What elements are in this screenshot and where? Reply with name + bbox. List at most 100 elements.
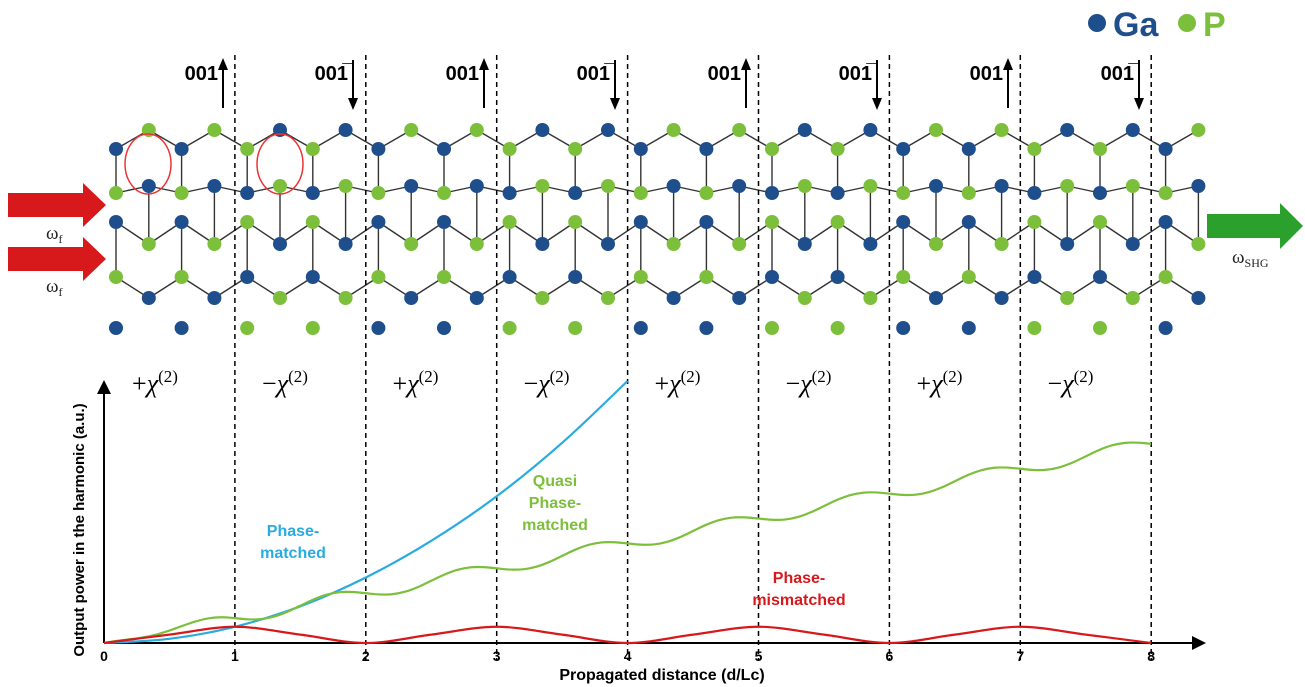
- p-atom: [338, 179, 353, 193]
- x-axis-title: Propagated distance (d/Lc): [559, 667, 764, 684]
- p-atom: [273, 291, 287, 305]
- p-atom: [568, 142, 583, 156]
- ga-atom: [338, 237, 353, 251]
- p-atom: [1060, 291, 1075, 305]
- input-beam-label-1: ωf: [46, 223, 63, 246]
- p-atom: [1060, 179, 1075, 193]
- series-lines: [103, 380, 1152, 645]
- ga-atom: [207, 179, 222, 193]
- p-atom: [929, 123, 943, 137]
- ga-atom: [273, 237, 287, 251]
- p-atom: [1027, 142, 1042, 156]
- p-atom: [863, 291, 878, 305]
- down-arrowhead: [872, 98, 882, 110]
- y-axis-title: Output power in the harmonic (a.u.): [71, 403, 88, 656]
- p-atom: [666, 237, 681, 251]
- input-beam-arrow-2: [8, 237, 106, 281]
- p-legend-dot: [1178, 14, 1196, 32]
- ga-atom: [305, 270, 320, 284]
- p-atom: [896, 270, 911, 284]
- chi-label: +χ(2): [655, 367, 701, 398]
- p-atom: [502, 321, 517, 335]
- p-atom: [765, 321, 779, 335]
- p-atom: [863, 179, 878, 193]
- up-arrowhead: [218, 58, 228, 70]
- p-atom: [830, 321, 845, 335]
- p-atom: [1027, 321, 1042, 335]
- ga-atom: [1027, 186, 1042, 200]
- ga-atom: [1191, 291, 1206, 305]
- output-power-chart: 0 1 2 3 4 5 6 7 8 Phase-matched Quasi Phase-matche…: [71, 380, 1206, 684]
- ga-atom: [338, 123, 353, 137]
- p-atom: [437, 270, 451, 284]
- x-tick-labels: 0 1 2 3 4 5 6 7 8: [100, 648, 1155, 664]
- x-tick-label: 3: [493, 648, 501, 664]
- ga-legend-dot: [1088, 14, 1106, 32]
- p-atom: [961, 186, 976, 200]
- domain-labels: 001 +χ(2) 001̅ −χ(2) 001 +χ(2) 001̅ −χ(2) 001 +χ(…: [132, 58, 1144, 398]
- output-beam-label: ωSHG: [1232, 247, 1269, 270]
- ga-atom: [371, 321, 386, 335]
- input-beam-arrow-1: [8, 183, 106, 227]
- atom-legend: Ga P: [1088, 6, 1226, 44]
- ga-atom: [141, 179, 156, 193]
- p-atom: [1093, 215, 1107, 229]
- p-atom: [535, 179, 550, 193]
- p-atom: [896, 186, 911, 200]
- lattice-atoms: [109, 123, 1206, 335]
- highlight-ellipse-2: [256, 133, 304, 195]
- chi-label: −χ(2): [262, 367, 308, 398]
- ga-atom: [469, 179, 484, 193]
- ga-atom: [863, 123, 878, 137]
- ga-atom: [535, 237, 550, 251]
- p-atom: [929, 237, 943, 251]
- x-tick-label: 6: [886, 648, 894, 664]
- phase-mismatched-line: [103, 625, 1152, 645]
- p-atom: [502, 142, 517, 156]
- ga-atom: [371, 142, 386, 156]
- input-beam-label-2: ωf: [46, 276, 63, 299]
- p-atom: [765, 142, 779, 156]
- p-atom: [141, 237, 156, 251]
- ga-atom: [141, 291, 156, 305]
- p-atom: [437, 186, 451, 200]
- domain-orientation-label: 001: [185, 63, 218, 85]
- ga-atom: [830, 270, 845, 284]
- p-atom: [371, 270, 386, 284]
- ga-atom: [502, 270, 517, 284]
- p-atom: [207, 237, 222, 251]
- p-atom: [338, 291, 353, 305]
- p-atom: [797, 291, 812, 305]
- ga-atom: [1060, 237, 1075, 251]
- domain-orientation-label: 001: [446, 63, 479, 85]
- output-beam-arrow: [1207, 203, 1303, 249]
- p-atom: [1093, 321, 1107, 335]
- x-tick-label: 5: [755, 648, 763, 664]
- p-atom: [601, 291, 615, 305]
- ga-atom: [896, 215, 911, 229]
- ga-atom: [732, 291, 747, 305]
- ga-atom: [699, 215, 714, 229]
- p-atom: [765, 215, 779, 229]
- up-arrowhead: [479, 58, 489, 70]
- down-arrowhead: [348, 98, 358, 110]
- p-atom: [371, 186, 386, 200]
- p-atom: [732, 237, 747, 251]
- ga-atom: [666, 291, 681, 305]
- ga-atom: [699, 321, 714, 335]
- ga-atom: [1027, 270, 1042, 284]
- p-atom: [666, 123, 681, 137]
- chi-label: +χ(2): [917, 367, 963, 398]
- ga-atom: [568, 186, 583, 200]
- up-arrowhead: [741, 58, 751, 70]
- x-axis-arrowhead: [1192, 636, 1206, 650]
- p-atom: [240, 321, 255, 335]
- p-atom: [469, 237, 484, 251]
- ga-atom: [174, 215, 189, 229]
- p-atom: [240, 215, 255, 229]
- highlight-ellipse-1: [124, 133, 172, 195]
- p-atom: [1158, 270, 1173, 284]
- chi-label: −χ(2): [1048, 367, 1094, 398]
- down-arrowhead: [610, 98, 620, 110]
